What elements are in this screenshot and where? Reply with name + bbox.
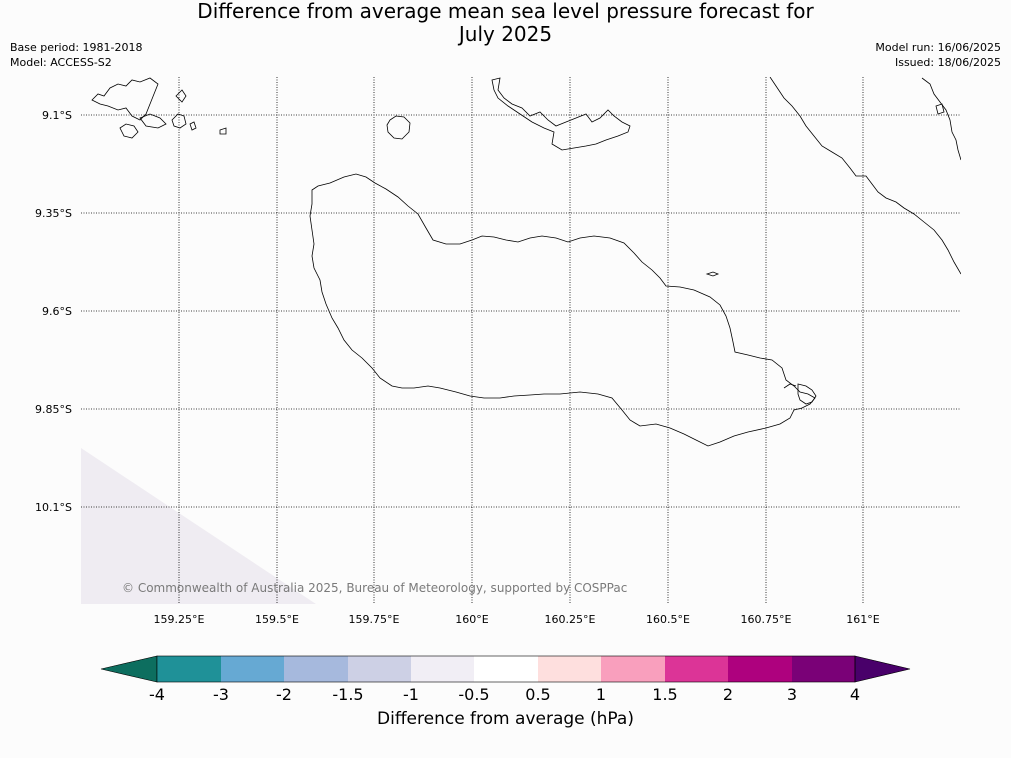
- base-period-label: Base period: 1981-2018: [10, 41, 143, 54]
- low-anomaly-shading: [81, 448, 316, 604]
- colorbar-box: [284, 656, 348, 682]
- lon-label: 160.25°E: [545, 613, 596, 626]
- model-run-label: Model run: 16/06/2025: [875, 41, 1001, 54]
- florida-islands: [491, 77, 631, 151]
- colorbar-tick-labels: -4 -3 -2 -1.5 -1 -0.5 0.5 1 1.5 2 3 4: [149, 685, 860, 704]
- colorbar-box: [221, 656, 284, 682]
- metadata-left: Base period: 1981-2018 Model: ACCESS-S2: [10, 40, 142, 70]
- lon-label: 160.75°E: [741, 613, 792, 626]
- lon-label: 161°E: [846, 613, 879, 626]
- colorbar-tick-label: -2: [276, 685, 292, 704]
- lon-label: 160°E: [455, 613, 488, 626]
- colorbar-title: Difference from average (hPa): [377, 709, 634, 729]
- metadata-right: Model run: 16/06/2025 Issued: 18/06/2025: [875, 40, 1001, 70]
- colorbar-tick-label: 3: [787, 685, 797, 704]
- longitude-labels: 159.25°E 159.5°E 159.75°E 160°E 160.25°E 160.…: [154, 613, 880, 626]
- colorbar-extend-low: [100, 655, 158, 683]
- colorbar-tick-label: 1: [596, 685, 606, 704]
- colorbar-tick-label: 1.5: [652, 685, 677, 704]
- guadalcanal-island: [309, 173, 816, 447]
- russell-islet-3: [171, 113, 187, 129]
- latitude-labels: 9.1°S 9.35°S 9.6°S 9.85°S 10.1°S: [35, 109, 72, 514]
- colorbar-box: [665, 656, 728, 682]
- colorbar-tick-label: -0.5: [458, 685, 489, 704]
- graticule: [81, 77, 961, 604]
- savo-island: [386, 115, 411, 140]
- colorbar-box: [538, 656, 601, 682]
- colorbar-tick-label: 4: [850, 685, 860, 704]
- colorbar-tick-label: -3: [213, 685, 229, 704]
- chart-title: Difference from average mean sea level p…: [0, 0, 1011, 46]
- colorbar-tick-label: -1.5: [332, 685, 363, 704]
- lon-label: 159.5°E: [255, 613, 299, 626]
- model-label: Model: ACCESS-S2: [10, 56, 112, 69]
- colorbar-box: [601, 656, 665, 682]
- malaita-north: [921, 77, 961, 161]
- russell-islet-5: [189, 121, 197, 131]
- colorbar-box: [474, 656, 538, 682]
- colorbar-tick-label: -1: [403, 685, 419, 704]
- lon-label: 160.5°E: [646, 613, 690, 626]
- colorbar-outline: [156, 655, 856, 683]
- lon-label: 159.75°E: [349, 613, 400, 626]
- russell-islet-2: [139, 113, 167, 129]
- issued-label: Issued: 18/06/2025: [894, 56, 1001, 69]
- colorbar-box: [411, 656, 474, 682]
- marau-islets: [783, 383, 817, 405]
- colorbar-box: [728, 656, 792, 682]
- colorbar-tick-label: 0.5: [525, 685, 550, 704]
- colorbar-box: [348, 656, 411, 682]
- colorbar-tick-label: -4: [149, 685, 165, 704]
- lat-label: 9.6°S: [42, 305, 72, 318]
- colorbar-extend-high: [854, 655, 911, 683]
- lon-label: 159.25°E: [154, 613, 205, 626]
- lat-label: 9.85°S: [35, 403, 72, 416]
- coastlines: [91, 77, 961, 447]
- small-islet: [705, 271, 720, 277]
- malaita-coast: [769, 77, 961, 275]
- title-line-1: Difference from average mean sea level p…: [197, 0, 814, 23]
- russell-islet-6: [219, 127, 227, 135]
- lat-label: 9.35°S: [35, 207, 72, 220]
- map-panel: 9.1°S9.35°S9.6°S9.85°S10.1°S 159.25°E 159…: [35, 77, 961, 626]
- colorbar-boxes: [100, 655, 911, 683]
- lat-label: 9.1°S: [42, 109, 72, 122]
- lat-label: 10.1°S: [35, 501, 72, 514]
- copyright-notice: © Commonwealth of Australia 2025, Bureau…: [122, 581, 627, 595]
- russell-islands: [91, 77, 159, 121]
- russell-islet-4: [175, 89, 187, 103]
- colorbar-tick-label: 2: [723, 685, 733, 704]
- colorbar-box: [157, 656, 221, 682]
- title-line-2: July 2025: [458, 22, 553, 46]
- russell-islet-1: [119, 123, 139, 139]
- colorbar-box: [792, 656, 855, 682]
- malaita-islet: [935, 103, 945, 115]
